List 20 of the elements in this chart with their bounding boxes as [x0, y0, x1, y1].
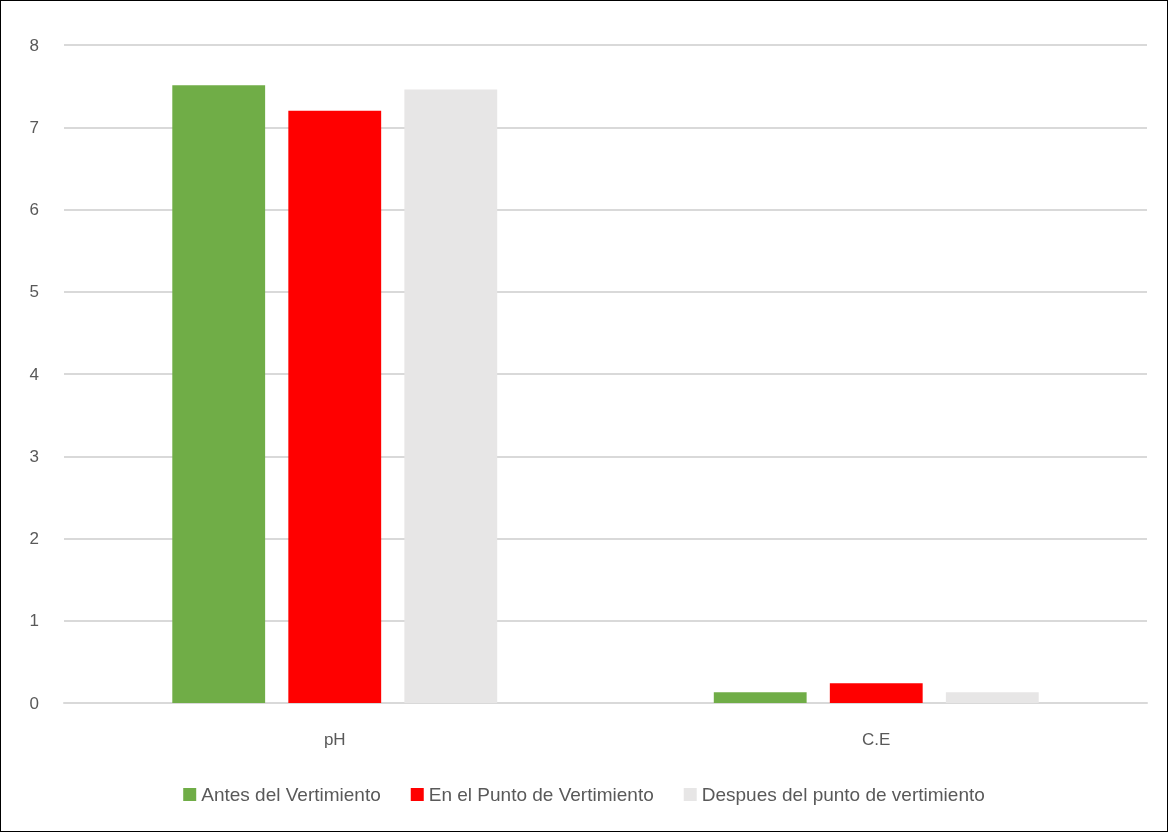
bar: [829, 683, 923, 703]
bar: [172, 85, 266, 703]
y-tick-label: 0: [29, 693, 39, 713]
x-tick-label: C.E: [862, 730, 891, 749]
y-tick-label: 5: [29, 282, 39, 302]
y-tick-label: 6: [29, 200, 39, 219]
legend-label: Despues del punto de vertimiento: [701, 784, 985, 805]
y-tick-label: 1: [29, 611, 39, 631]
x-tick-label: pH: [323, 730, 346, 749]
y-tick-label: 2: [29, 529, 39, 548]
legend-label: Antes del Vertimiento: [201, 784, 381, 805]
bar: [404, 89, 498, 703]
y-tick-label: 3: [29, 446, 39, 466]
y-tick-label: 7: [29, 117, 39, 137]
bar: [945, 692, 1039, 703]
y-tick-label: 4: [29, 364, 39, 384]
legend-label: En el Punto de Vertimiento: [428, 784, 654, 805]
y-tick-label: 8: [29, 35, 39, 55]
bar: [288, 110, 382, 703]
bar: [713, 692, 807, 703]
